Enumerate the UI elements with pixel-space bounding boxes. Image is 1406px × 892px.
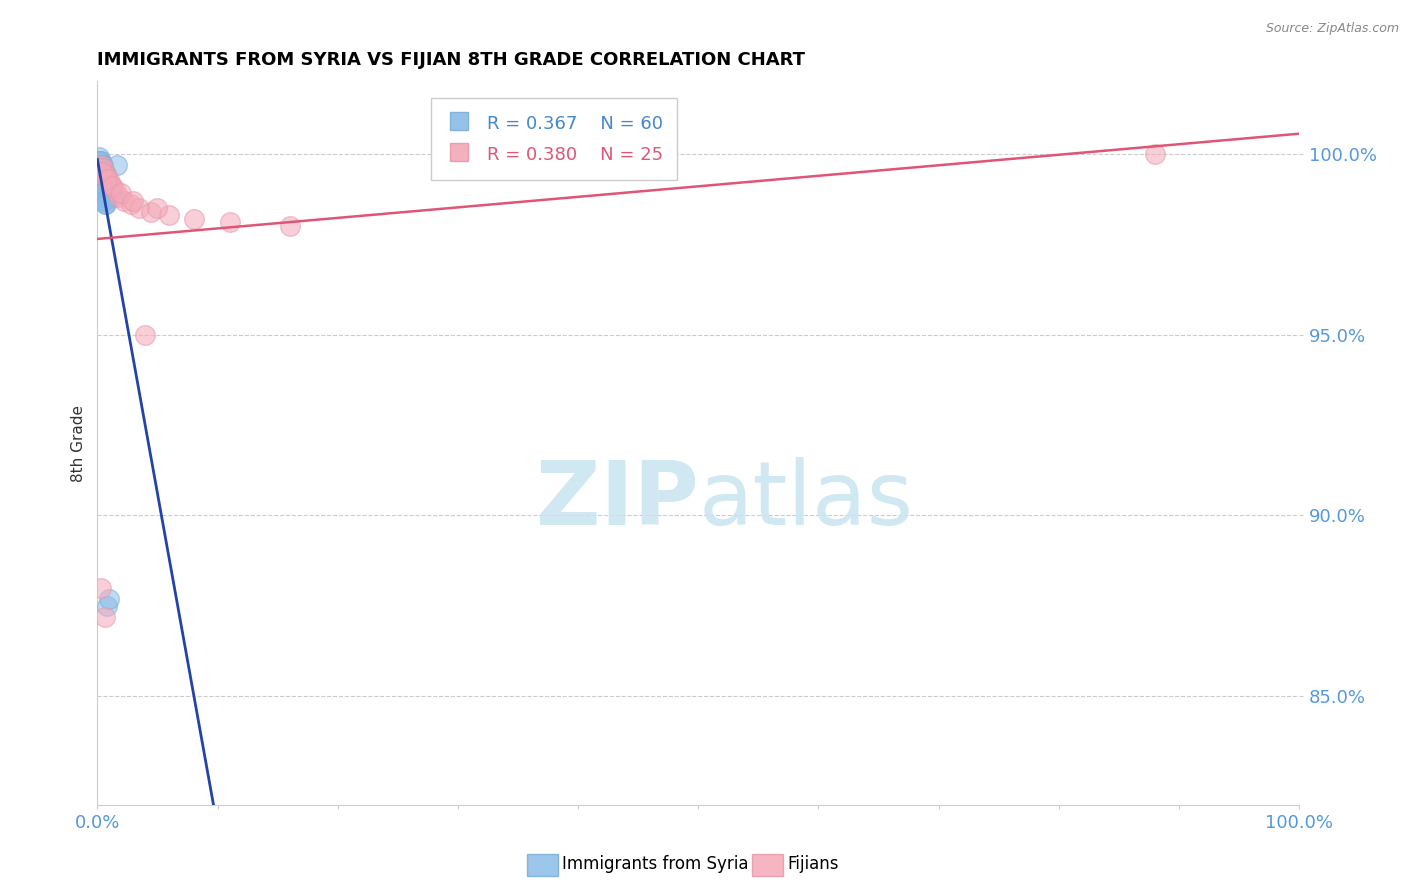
Point [90, 161, 112, 176]
Point [87, 165, 110, 179]
Point [1143, 146, 1166, 161]
Point [91, 165, 114, 179]
Text: ZIP: ZIP [536, 458, 699, 544]
Legend: R = 0.367    N = 60, R = 0.380    N = 25: R = 0.367 N = 60, R = 0.380 N = 25 [430, 97, 678, 179]
Point [89, 172, 111, 186]
Point [87, 161, 110, 176]
Point [96, 172, 118, 186]
Point [98, 172, 121, 186]
Text: Immigrants from Syria: Immigrants from Syria [562, 855, 749, 873]
Point [183, 211, 205, 226]
Point [89, 169, 111, 183]
Point [97, 176, 120, 190]
Point [91, 186, 114, 201]
Point [87, 157, 110, 171]
Point [93, 165, 115, 179]
Point [105, 157, 128, 171]
Point [90, 179, 112, 194]
Point [91, 161, 114, 176]
Point [108, 190, 131, 204]
Point [89, 169, 111, 183]
Point [93, 194, 115, 208]
Point [98, 179, 121, 194]
Point [93, 157, 115, 171]
Point [93, 169, 115, 183]
Point [97, 179, 120, 194]
Point [134, 327, 156, 342]
Text: Source: ZipAtlas.com: Source: ZipAtlas.com [1265, 22, 1399, 36]
Point [94, 197, 117, 211]
Point [278, 219, 301, 233]
Point [87, 161, 110, 176]
Point [141, 204, 163, 219]
Point [98, 591, 121, 606]
Point [91, 172, 114, 186]
Point [146, 201, 169, 215]
Point [91, 157, 114, 171]
Point [91, 165, 114, 179]
Point [101, 190, 124, 204]
Point [94, 169, 117, 183]
Point [87, 153, 110, 168]
Point [98, 183, 121, 197]
Point [122, 194, 145, 208]
Point [93, 609, 115, 624]
Point [90, 165, 112, 179]
Point [91, 186, 114, 201]
Point [94, 169, 117, 183]
Y-axis label: 8th Grade: 8th Grade [72, 404, 86, 482]
Point [100, 179, 122, 194]
Text: Fijians: Fijians [787, 855, 839, 873]
Point [96, 176, 118, 190]
Point [100, 183, 122, 197]
Text: atlas: atlas [699, 458, 914, 544]
Point [93, 165, 115, 179]
Point [218, 215, 240, 229]
Point [93, 161, 115, 176]
Point [90, 172, 112, 186]
Point [90, 176, 112, 190]
Point [128, 201, 150, 215]
Point [94, 172, 117, 186]
Point [96, 599, 118, 613]
Point [89, 172, 111, 186]
Point [90, 183, 112, 197]
Point [89, 153, 111, 168]
Point [93, 197, 115, 211]
Point [90, 179, 112, 194]
Point [91, 183, 114, 197]
Point [120, 197, 142, 211]
Point [87, 150, 110, 164]
Point [93, 161, 115, 176]
Point [93, 172, 115, 186]
Point [91, 169, 114, 183]
Point [90, 169, 112, 183]
Point [89, 161, 111, 176]
Text: IMMIGRANTS FROM SYRIA VS FIJIAN 8TH GRADE CORRELATION CHART: IMMIGRANTS FROM SYRIA VS FIJIAN 8TH GRAD… [97, 51, 806, 69]
Point [89, 172, 111, 186]
Point [90, 157, 112, 171]
Point [94, 176, 117, 190]
Point [112, 194, 135, 208]
Point [159, 208, 181, 222]
Point [93, 190, 115, 204]
Point [110, 186, 132, 201]
Point [100, 186, 122, 201]
Point [93, 194, 115, 208]
Point [89, 165, 111, 179]
Point [100, 179, 122, 194]
Point [96, 172, 118, 186]
Point [90, 157, 112, 171]
Point [93, 169, 115, 183]
Point [89, 157, 111, 171]
Point [90, 153, 112, 168]
Point [104, 183, 127, 197]
Point [90, 581, 112, 595]
